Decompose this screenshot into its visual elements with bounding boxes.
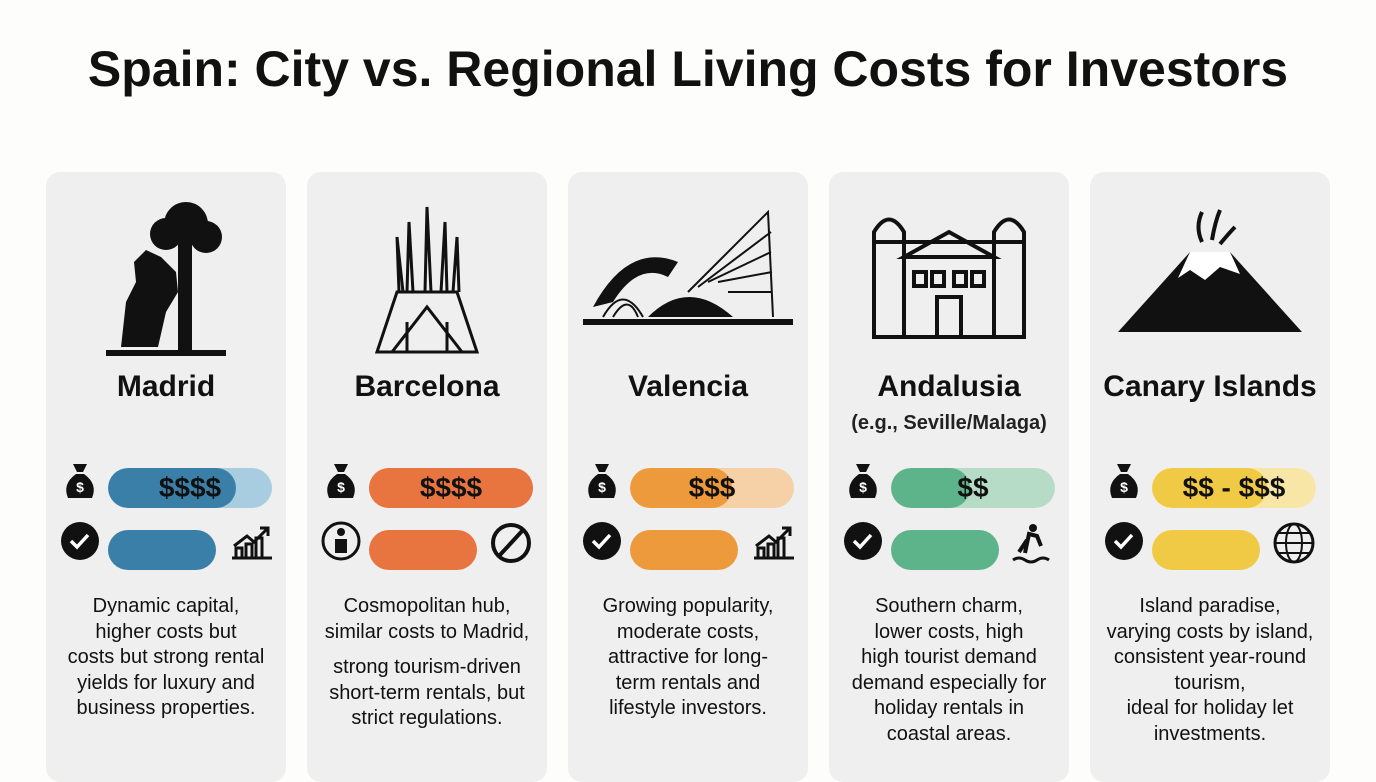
description-line: investments.: [1153, 722, 1267, 745]
yield-bar: [630, 530, 738, 570]
cost-bar-fill: [369, 468, 533, 508]
description-line: consistent year-round: [1113, 646, 1307, 668]
row-icons: $: [321, 464, 531, 563]
city-card: Madrid $ $$$$ Dynamic capital, higher costs …: [46, 172, 286, 782]
description-line: coastal areas.: [886, 722, 1012, 745]
cost-bar-fill: [108, 468, 236, 508]
cost-bar-fill: [1152, 468, 1267, 508]
landmark-icon: [1118, 209, 1302, 332]
description-line: higher costs but: [95, 620, 237, 643]
description-line: yields for luxury and: [77, 671, 255, 694]
cost-label: $$ - $$$: [1182, 472, 1286, 503]
description-line: Cosmopolitan hub,: [343, 595, 511, 617]
landmark-icon: [374, 206, 480, 354]
description-line: lifestyle investors.: [609, 697, 767, 719]
description-line: short-term rentals, but: [329, 681, 525, 704]
description: Southern charm, lower costs, high high tou…: [829, 594, 1069, 757]
city-card: Canary Islands $ $$ - $$$ Island paradise, v…: [1090, 172, 1330, 782]
cost-bar: $$$$: [369, 468, 533, 508]
paragraph: Dynamic capital, higher costs but costs bu…: [46, 594, 286, 722]
cost-label: $$$$: [419, 472, 483, 503]
description-line: Growing popularity,: [602, 595, 774, 617]
description-line: similar costs to Madrid,: [324, 620, 530, 643]
yield-bar: [369, 530, 477, 570]
paragraph: Island paradise, varying costs by island,…: [1090, 594, 1330, 747]
paragraph: strong tourism-driven short-term rentals,…: [307, 655, 547, 732]
description-line: demand especially for: [851, 671, 1047, 694]
landmark-icon: [106, 202, 226, 356]
cost-bar-fill: [891, 468, 970, 508]
description: Island paradise, varying costs by island,…: [1090, 594, 1330, 757]
description-line: holiday rentals in: [873, 697, 1025, 719]
city-name: Andalusia: [877, 370, 1021, 403]
description-line: Dynamic capital,: [92, 595, 240, 617]
yield-bar: [108, 530, 216, 570]
description-line: attractive for long-: [607, 646, 769, 668]
description-line: ideal for holiday let: [1126, 697, 1294, 719]
cost-label: $$$: [688, 472, 736, 503]
city-subtitle: (e.g., Seville/Malaga): [851, 412, 1047, 434]
cost-bar: $$$$: [108, 468, 272, 508]
row-icons: $: [583, 464, 794, 560]
description-line: strict regulations.: [351, 707, 503, 729]
description-line: lower costs, high: [874, 620, 1024, 643]
description-line: term rentals and: [615, 671, 761, 694]
svg-text:$: $: [859, 479, 867, 495]
cost-bar: $$: [891, 468, 1055, 508]
description: Growing popularity, moderate costs, attrac…: [568, 594, 808, 732]
svg-text:$: $: [337, 479, 345, 495]
row-icons: $: [1105, 464, 1315, 564]
description-line: high tourist demand: [861, 646, 1037, 668]
paragraph: Cosmopolitan hub, similar costs to Madrid…: [307, 594, 547, 645]
description-line: business properties.: [76, 697, 256, 719]
title: Spain: City vs. Regional Living Costs fo…: [87, 41, 1289, 97]
description-line: Island paradise,: [1139, 595, 1281, 617]
description-line: moderate costs,: [616, 620, 760, 643]
city-card: Andalusia (e.g., Seville/Malaga) $ $$ Southe…: [829, 172, 1069, 782]
description-line: tourism,: [1174, 671, 1246, 694]
description: Dynamic capital, higher costs but costs bu…: [46, 594, 286, 732]
description-line: Southern charm,: [875, 595, 1023, 617]
cost-label: $$$$: [158, 472, 222, 503]
city-card: Valencia $ $$$ Growing popularity, moderate …: [568, 172, 808, 782]
cost-bar: $$ - $$$: [1152, 468, 1316, 508]
city-name: Barcelona: [354, 370, 500, 403]
svg-text:$: $: [76, 479, 84, 495]
city-name: Canary Islands: [1103, 370, 1317, 403]
description-line: varying costs by island,: [1106, 620, 1314, 643]
city-card: Barcelona $ $$$$ Cosmopolitan hub, similar c…: [307, 172, 547, 782]
cost-bar: $$$: [630, 468, 794, 508]
landmark-icon: [872, 217, 1026, 339]
row-icons: $: [61, 464, 272, 560]
yield-bar: [1152, 530, 1260, 570]
yield-bar: [891, 530, 999, 570]
svg-text:$: $: [598, 479, 606, 495]
description-line: strong tourism-driven: [333, 656, 521, 678]
city-name: Valencia: [627, 370, 749, 403]
row-icons: $: [844, 464, 1050, 564]
city-name: Madrid: [116, 370, 216, 403]
description-line: costs but strong rental: [67, 646, 265, 668]
paragraph: Growing popularity, moderate costs, attrac…: [568, 594, 808, 722]
cost-label: $$: [957, 472, 989, 503]
paragraph: Southern charm, lower costs, high high tou…: [829, 594, 1069, 747]
description: Cosmopolitan hub, similar costs to Madrid…: [307, 594, 547, 742]
landmark-icon: [583, 209, 793, 325]
svg-text:$: $: [1120, 479, 1128, 495]
cost-bar-fill: [630, 468, 732, 508]
